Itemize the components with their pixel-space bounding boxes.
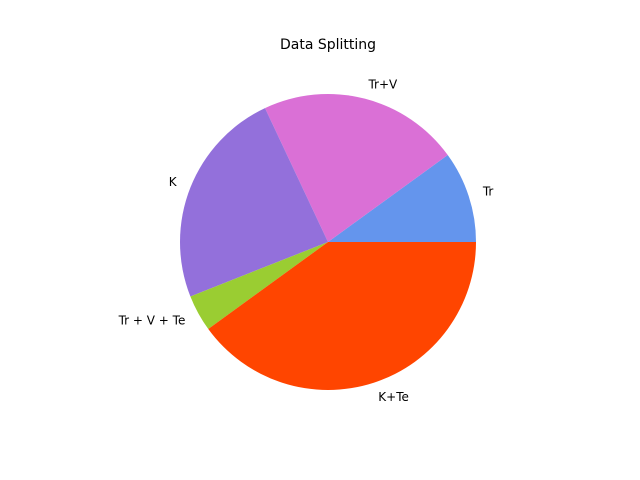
pie-label-k-te: K+Te xyxy=(378,390,409,404)
pie-slice-tr-v xyxy=(264,94,448,242)
pie-label-tr-v: Tr+V xyxy=(367,77,398,91)
pie-labels: Tr Tr+V K Tr + V + Te K+Te xyxy=(118,77,494,404)
pie-label-tr-v-te: Tr + V + Te xyxy=(118,313,186,327)
pie-slice-tr-v-te xyxy=(190,242,328,329)
pie-slice-k xyxy=(179,108,328,297)
chart-title: Data Splitting xyxy=(280,37,376,53)
pie-slice-tr xyxy=(328,155,476,242)
pie-slices xyxy=(179,94,476,390)
pie-label-tr: Tr xyxy=(482,185,494,199)
pie-label-k: K xyxy=(169,175,178,189)
pie-slice-k-te xyxy=(208,242,476,390)
